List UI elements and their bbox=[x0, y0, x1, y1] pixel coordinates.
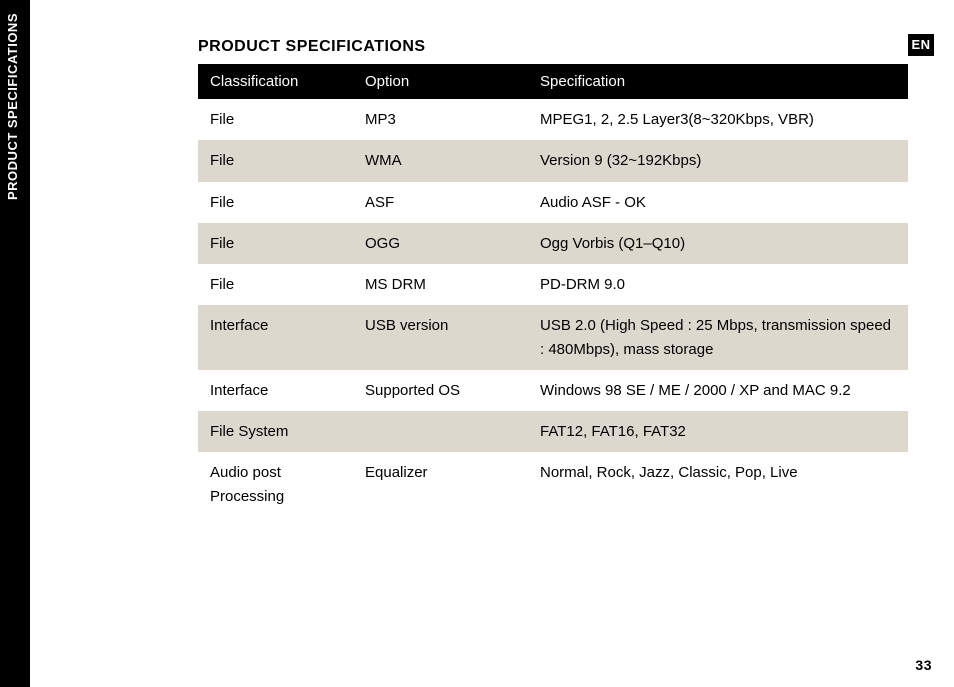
side-tab-label: PRODUCT SPECIFICATIONS bbox=[5, 13, 20, 200]
cell-option: Supported OS bbox=[353, 370, 528, 411]
cell-classification: File bbox=[198, 223, 353, 264]
cell-classification: File bbox=[198, 99, 353, 140]
content-area: PRODUCT SPECIFICATIONS Classification Op… bbox=[198, 38, 908, 517]
table-row: File MP3 MPEG1, 2, 2.5 Layer3(8~320Kbps,… bbox=[198, 99, 908, 140]
spec-table: Classification Option Specification File… bbox=[198, 64, 908, 517]
page: PRODUCT SPECIFICATIONS EN PRODUCT SPECIF… bbox=[0, 0, 954, 687]
cell-spec: Normal, Rock, Jazz, Classic, Pop, Live bbox=[528, 452, 908, 517]
cell-spec: Windows 98 SE / ME / 2000 / XP and MAC 9… bbox=[528, 370, 908, 411]
table-row: File System FAT12, FAT16, FAT32 bbox=[198, 411, 908, 452]
cell-classification: File bbox=[198, 182, 353, 223]
cell-option: Equalizer bbox=[353, 452, 528, 517]
cell-spec: Audio ASF - OK bbox=[528, 182, 908, 223]
cell-spec: USB 2.0 (High Speed : 25 Mbps, transmiss… bbox=[528, 305, 908, 370]
table-header-classification: Classification bbox=[198, 64, 353, 99]
cell-classification: Interface bbox=[198, 370, 353, 411]
cell-classification: Interface bbox=[198, 305, 353, 370]
cell-option: USB version bbox=[353, 305, 528, 370]
language-badge: EN bbox=[908, 34, 934, 56]
cell-classification: File System bbox=[198, 411, 353, 452]
table-header-specification: Specification bbox=[528, 64, 908, 99]
table-row: Interface USB version USB 2.0 (High Spee… bbox=[198, 305, 908, 370]
cell-option: MS DRM bbox=[353, 264, 528, 305]
cell-option: WMA bbox=[353, 140, 528, 181]
table-row: Interface Supported OS Windows 98 SE / M… bbox=[198, 370, 908, 411]
cell-spec: FAT12, FAT16, FAT32 bbox=[528, 411, 908, 452]
table-header-option: Option bbox=[353, 64, 528, 99]
cell-option: OGG bbox=[353, 223, 528, 264]
page-number: 33 bbox=[915, 657, 932, 673]
cell-spec: PD-DRM 9.0 bbox=[528, 264, 908, 305]
cell-classification: File bbox=[198, 140, 353, 181]
cell-spec: Ogg Vorbis (Q1–Q10) bbox=[528, 223, 908, 264]
cell-classification: File bbox=[198, 264, 353, 305]
table-row: File MS DRM PD-DRM 9.0 bbox=[198, 264, 908, 305]
cell-spec: Version 9 (32~192Kbps) bbox=[528, 140, 908, 181]
cell-option: MP3 bbox=[353, 99, 528, 140]
cell-spec: MPEG1, 2, 2.5 Layer3(8~320Kbps, VBR) bbox=[528, 99, 908, 140]
table-row: Audio post Processing Equalizer Normal, … bbox=[198, 452, 908, 517]
cell-classification: Audio post Processing bbox=[198, 452, 353, 517]
table-row: File ASF Audio ASF - OK bbox=[198, 182, 908, 223]
table-row: File OGG Ogg Vorbis (Q1–Q10) bbox=[198, 223, 908, 264]
table-row: File WMA Version 9 (32~192Kbps) bbox=[198, 140, 908, 181]
cell-option bbox=[353, 411, 528, 452]
page-title: PRODUCT SPECIFICATIONS bbox=[198, 38, 908, 56]
cell-option: ASF bbox=[353, 182, 528, 223]
table-header-row: Classification Option Specification bbox=[198, 64, 908, 99]
